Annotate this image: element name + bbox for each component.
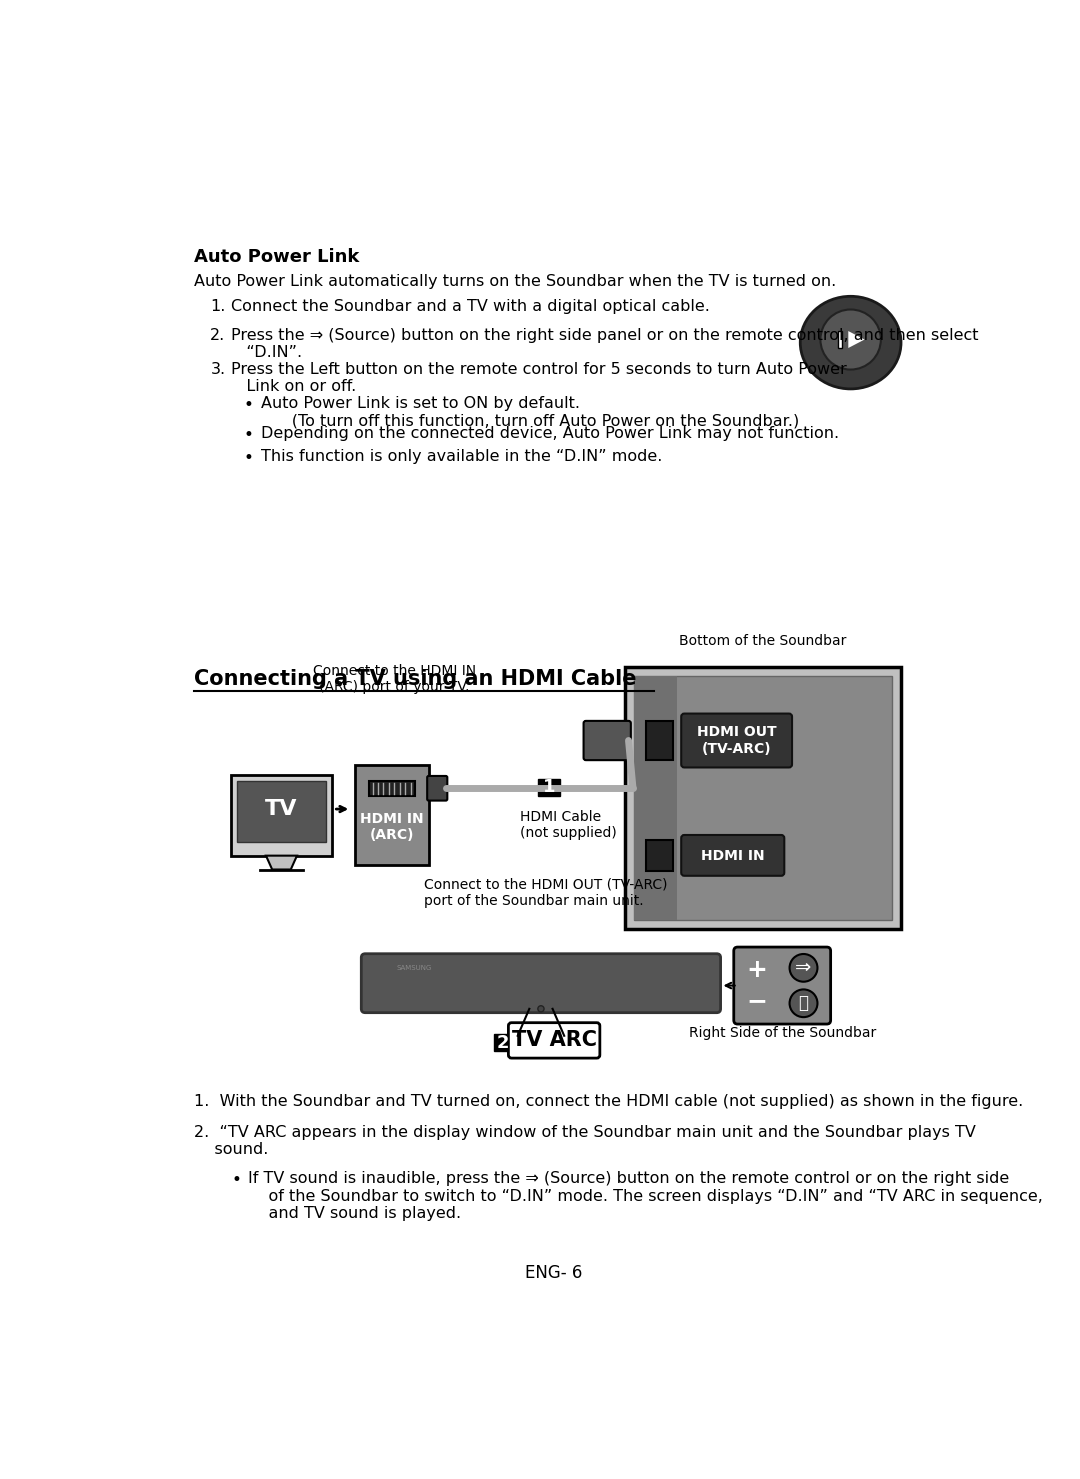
Text: Connect to the HDMI OUT (TV-ARC)
port of the Soundbar main unit.: Connect to the HDMI OUT (TV-ARC) port of… <box>423 879 667 908</box>
Polygon shape <box>848 331 865 348</box>
FancyBboxPatch shape <box>231 775 332 856</box>
Text: Connect to the HDMI IN
(ARC) port of your TV.: Connect to the HDMI IN (ARC) port of you… <box>313 664 476 694</box>
FancyBboxPatch shape <box>362 954 720 1013</box>
Circle shape <box>789 989 818 1018</box>
Text: This function is only available in the “D.IN” mode.: This function is only available in the “… <box>260 448 662 463</box>
Text: Press the ⇒ (Source) button on the right side panel or on the remote control, an: Press the ⇒ (Source) button on the right… <box>231 328 978 361</box>
Text: HDMI OUT
(TV-ARC): HDMI OUT (TV-ARC) <box>697 725 777 756</box>
Text: 1.: 1. <box>211 299 226 315</box>
FancyBboxPatch shape <box>238 781 326 842</box>
Circle shape <box>538 1006 544 1012</box>
Text: Auto Power Link is set to ON by default.
      (To turn off this function, turn : Auto Power Link is set to ON by default.… <box>260 396 799 429</box>
FancyBboxPatch shape <box>634 676 892 920</box>
Text: HDMI IN
(ARC): HDMI IN (ARC) <box>360 812 423 842</box>
Text: HDMI Cable
(not supplied): HDMI Cable (not supplied) <box>521 809 617 840</box>
Text: +: + <box>746 958 768 982</box>
FancyBboxPatch shape <box>583 720 631 760</box>
Text: Connecting a TV using an HDMI Cable: Connecting a TV using an HDMI Cable <box>193 670 636 689</box>
FancyBboxPatch shape <box>495 1034 512 1052</box>
Text: Press the Left button on the remote control for 5 seconds to turn Auto Power
   : Press the Left button on the remote cont… <box>231 362 847 395</box>
Text: SAMSUNG: SAMSUNG <box>396 966 432 972</box>
Text: 1.  With the Soundbar and TV turned on, connect the HDMI cable (not supplied) as: 1. With the Soundbar and TV turned on, c… <box>193 1094 1023 1109</box>
Text: •: • <box>244 396 254 414</box>
Text: 1: 1 <box>542 778 555 796</box>
Text: 2: 2 <box>497 1034 510 1052</box>
FancyBboxPatch shape <box>634 676 676 920</box>
Text: Auto Power Link: Auto Power Link <box>193 248 359 266</box>
Circle shape <box>821 309 881 370</box>
Text: HDMI IN: HDMI IN <box>701 849 765 862</box>
FancyBboxPatch shape <box>509 1022 599 1057</box>
Text: Connect the Soundbar and a TV with a digital optical cable.: Connect the Soundbar and a TV with a dig… <box>231 299 711 315</box>
FancyBboxPatch shape <box>538 779 559 796</box>
Text: TV ARC: TV ARC <box>512 1031 596 1050</box>
Text: Depending on the connected device, Auto Power Link may not function.: Depending on the connected device, Auto … <box>260 426 839 441</box>
Text: 3.: 3. <box>211 362 226 377</box>
FancyBboxPatch shape <box>624 667 901 929</box>
Polygon shape <box>266 856 297 870</box>
FancyBboxPatch shape <box>646 722 673 760</box>
FancyBboxPatch shape <box>681 713 792 768</box>
Text: ENG- 6: ENG- 6 <box>525 1265 582 1282</box>
FancyBboxPatch shape <box>646 840 673 871</box>
Text: 2.: 2. <box>211 328 226 343</box>
Text: If TV sound is inaudible, press the ⇒ (Source) button on the remote control or o: If TV sound is inaudible, press the ⇒ (S… <box>248 1171 1043 1222</box>
Text: •: • <box>231 1171 241 1189</box>
Text: Bottom of the Soundbar: Bottom of the Soundbar <box>679 634 847 648</box>
FancyBboxPatch shape <box>355 765 429 865</box>
Text: TV: TV <box>266 799 298 819</box>
FancyBboxPatch shape <box>368 781 415 796</box>
Text: −: − <box>746 989 768 1013</box>
FancyBboxPatch shape <box>428 776 447 800</box>
FancyBboxPatch shape <box>733 947 831 1023</box>
Ellipse shape <box>800 296 901 389</box>
FancyBboxPatch shape <box>681 836 784 876</box>
FancyBboxPatch shape <box>838 331 842 348</box>
Text: Auto Power Link automatically turns on the Soundbar when the TV is turned on.: Auto Power Link automatically turns on t… <box>193 274 836 290</box>
Text: 2.  “TV ARC appears in the display window of the Soundbar main unit and the Soun: 2. “TV ARC appears in the display window… <box>193 1126 975 1158</box>
Text: ⇒: ⇒ <box>795 958 812 978</box>
Text: ⏻: ⏻ <box>798 994 809 1012</box>
Text: •: • <box>244 426 254 444</box>
Text: •: • <box>244 448 254 466</box>
Circle shape <box>789 954 818 982</box>
Text: Right Side of the Soundbar: Right Side of the Soundbar <box>689 1026 876 1040</box>
